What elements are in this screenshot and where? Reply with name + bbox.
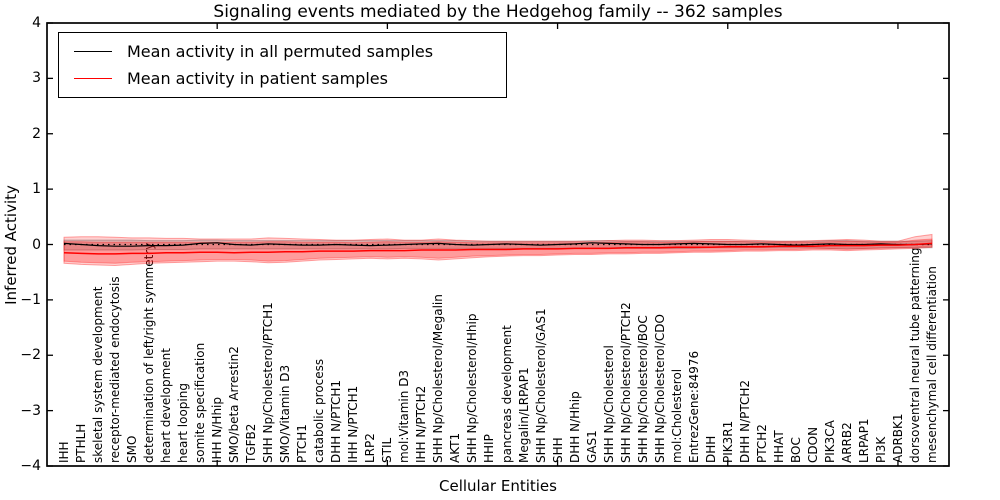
y-tick-label: −4 <box>20 458 41 474</box>
x-tick-label: SMO/beta Arrestin2 <box>227 346 242 463</box>
y-tick-label: 3 <box>32 70 41 87</box>
x-tick-label: catabolic process <box>312 358 327 463</box>
x-tick-label: GAS1 <box>584 430 599 463</box>
x-tick-label: SHH Np/Cholesterol/CDO <box>652 314 667 463</box>
legend-label-patient: Mean activity in patient samples <box>127 69 388 89</box>
x-tick-label: DHH N/PTCH2 <box>737 379 752 463</box>
y-tick-label: −1 <box>20 291 41 308</box>
x-tick-label: CDON <box>805 426 820 463</box>
x-tick-label: skeletal system development <box>91 286 106 463</box>
x-tick-label: SHH Np/Cholesterol/PTCH1 <box>261 302 276 463</box>
x-tick-label: EntrezGene:84976 <box>686 350 701 463</box>
x-tick-label: SHH Np/Cholesterol/GAS1 <box>533 308 548 463</box>
x-tick-label: SMO <box>125 435 140 463</box>
y-tick-label: 0 <box>32 236 41 253</box>
x-tick-label: determination of left/right symmetry <box>142 242 157 463</box>
x-tick-label: SHH Np/Cholesterol/PTCH2 <box>618 302 633 463</box>
x-tick-label: DHH <box>703 435 718 463</box>
y-tick-label: 2 <box>32 125 41 142</box>
x-tick-label: Megalin/LRPAP1 <box>516 367 531 463</box>
x-tick-label: IHH N/Hhip <box>210 397 225 463</box>
chart-title: Signaling events mediated by the Hedgeho… <box>213 2 783 22</box>
legend-item-patient: Mean activity in patient samples <box>74 69 506 88</box>
x-tick-label: IHH <box>57 441 72 463</box>
legend-item-permuted: Mean activity in all permuted samples <box>74 42 506 61</box>
x-tick-label: mol:Vitamin D3 <box>397 369 412 463</box>
x-tick-label: LRPAP1 <box>856 418 871 463</box>
y-tick-label: −3 <box>20 402 41 419</box>
x-tick-label: LRP2 <box>363 433 378 463</box>
y-tick-label: −2 <box>20 347 41 364</box>
x-tick-label: HHIP <box>482 434 497 463</box>
x-tick-label: PI3K <box>873 436 888 463</box>
x-tick-label: SMO/Vitamin D3 <box>278 364 293 463</box>
legend-label-permuted: Mean activity in all permuted samples <box>127 41 434 61</box>
x-tick-label: BOC <box>788 437 803 463</box>
permuted-std-band <box>63 239 933 251</box>
x-tick-label: mesenchymal cell differentiation <box>924 266 939 463</box>
x-tick-label: IHH N/PTCH2 <box>414 385 429 463</box>
x-tick-label: heart development <box>159 348 174 463</box>
x-tick-label: PTHLH <box>74 423 89 463</box>
x-tick-label: receptor-mediated endocytosis <box>108 276 123 463</box>
x-tick-label: DHH N/Hhip <box>567 391 582 463</box>
x-tick-label: ARRB2 <box>839 422 854 463</box>
x-tick-label: SHH Np/Cholesterol/Hhip <box>465 313 480 463</box>
x-tick-label: mol:Cholesterol <box>669 368 684 463</box>
y-tick-label: 4 <box>32 15 41 31</box>
x-tick-label: ADRBK1 <box>890 413 905 463</box>
x-tick-label: SHH Np/Cholesterol/Megalin <box>431 294 446 463</box>
x-tick-label: TGFB2 <box>244 423 259 463</box>
x-tick-label: PIK3R1 <box>720 420 735 463</box>
legend-box: Mean activity in all permuted samples Me… <box>58 32 507 98</box>
x-tick-label: PTCH1 <box>295 424 310 463</box>
x-tick-label: PIK3CA <box>822 420 837 463</box>
x-tick-label: pancreas development <box>499 325 514 463</box>
x-tick-label: STIL <box>380 437 395 463</box>
x-tick-label: SHH Np/Cholesterol/BOC <box>635 315 650 463</box>
x-tick-label: HHAT <box>771 430 786 463</box>
patient-mean-line <box>63 242 933 255</box>
x-axis-label: Cellular Entities <box>439 477 557 495</box>
x-tick-label: somite specification <box>193 342 208 463</box>
x-tick-label: IHH N/PTCH1 <box>346 385 361 463</box>
patient-line-sample-icon <box>74 78 112 80</box>
permuted-line-sample-icon <box>74 50 112 52</box>
patient-inner-band <box>63 238 933 264</box>
x-tick-label: heart looping <box>176 383 191 463</box>
x-tick-label: SHH Np/Cholesterol <box>601 345 616 463</box>
permuted-mean-line <box>63 242 933 247</box>
y-tick-label: 1 <box>32 181 41 198</box>
x-tick-label: DHH N/PTCH1 <box>329 379 344 463</box>
patient-outer-band <box>63 233 933 267</box>
x-tick-label: dorsoventral neural tube patterning <box>907 247 922 463</box>
x-tick-label: PTCH2 <box>754 424 769 463</box>
x-tick-label: SHH <box>550 437 565 463</box>
x-tick-label: AKT1 <box>448 432 463 463</box>
